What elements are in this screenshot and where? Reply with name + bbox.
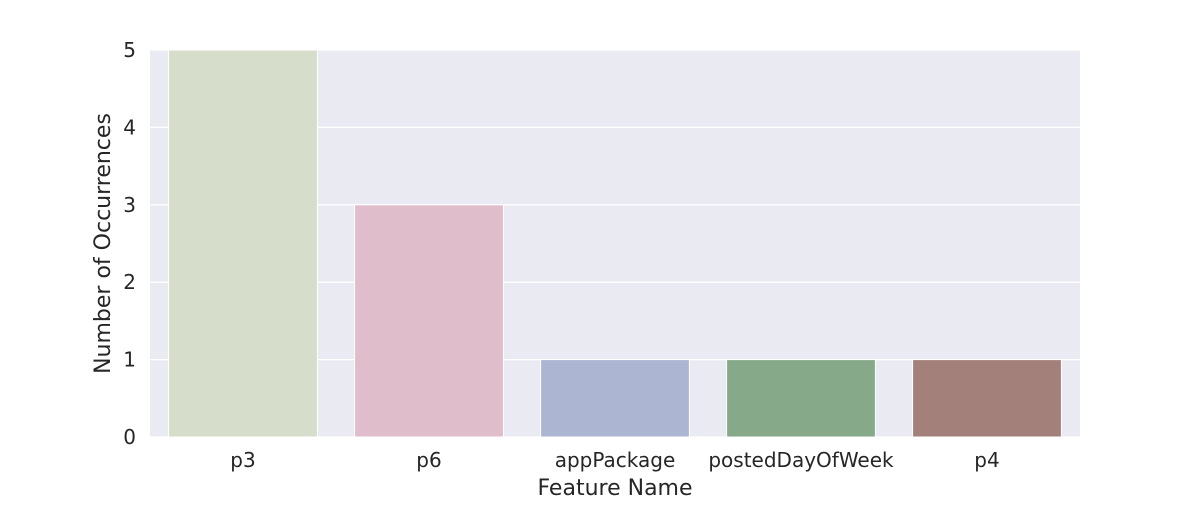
x-tick-label: p3 <box>230 448 255 472</box>
x-axis-title: Feature Name <box>537 476 692 500</box>
y-axis-title: Number of Occurrences <box>91 113 116 374</box>
y-tick-label: 4 <box>123 115 136 139</box>
x-tick-label: p4 <box>974 448 999 472</box>
y-tick-label: 5 <box>123 38 136 62</box>
x-tick-label: postedDayOfWeek <box>708 448 894 472</box>
bar-postedDayOfWeek <box>726 359 876 438</box>
y-tick-label: 2 <box>123 270 136 294</box>
y-tick-label: 0 <box>123 425 136 449</box>
bar-p3 <box>168 49 318 438</box>
bars <box>168 49 1062 438</box>
bar-appPackage <box>540 359 690 438</box>
x-tick-label: p6 <box>416 448 441 472</box>
bar-p6 <box>354 204 504 438</box>
y-axis-ticks: 0 1 2 3 4 5 <box>123 38 136 449</box>
bar-p4 <box>912 359 1062 438</box>
x-axis-ticks: p3 p6 appPackage postedDayOfWeek p4 <box>230 448 999 472</box>
x-tick-label: appPackage <box>555 448 676 472</box>
y-tick-label: 3 <box>123 193 136 217</box>
y-tick-label: 1 <box>123 348 136 372</box>
